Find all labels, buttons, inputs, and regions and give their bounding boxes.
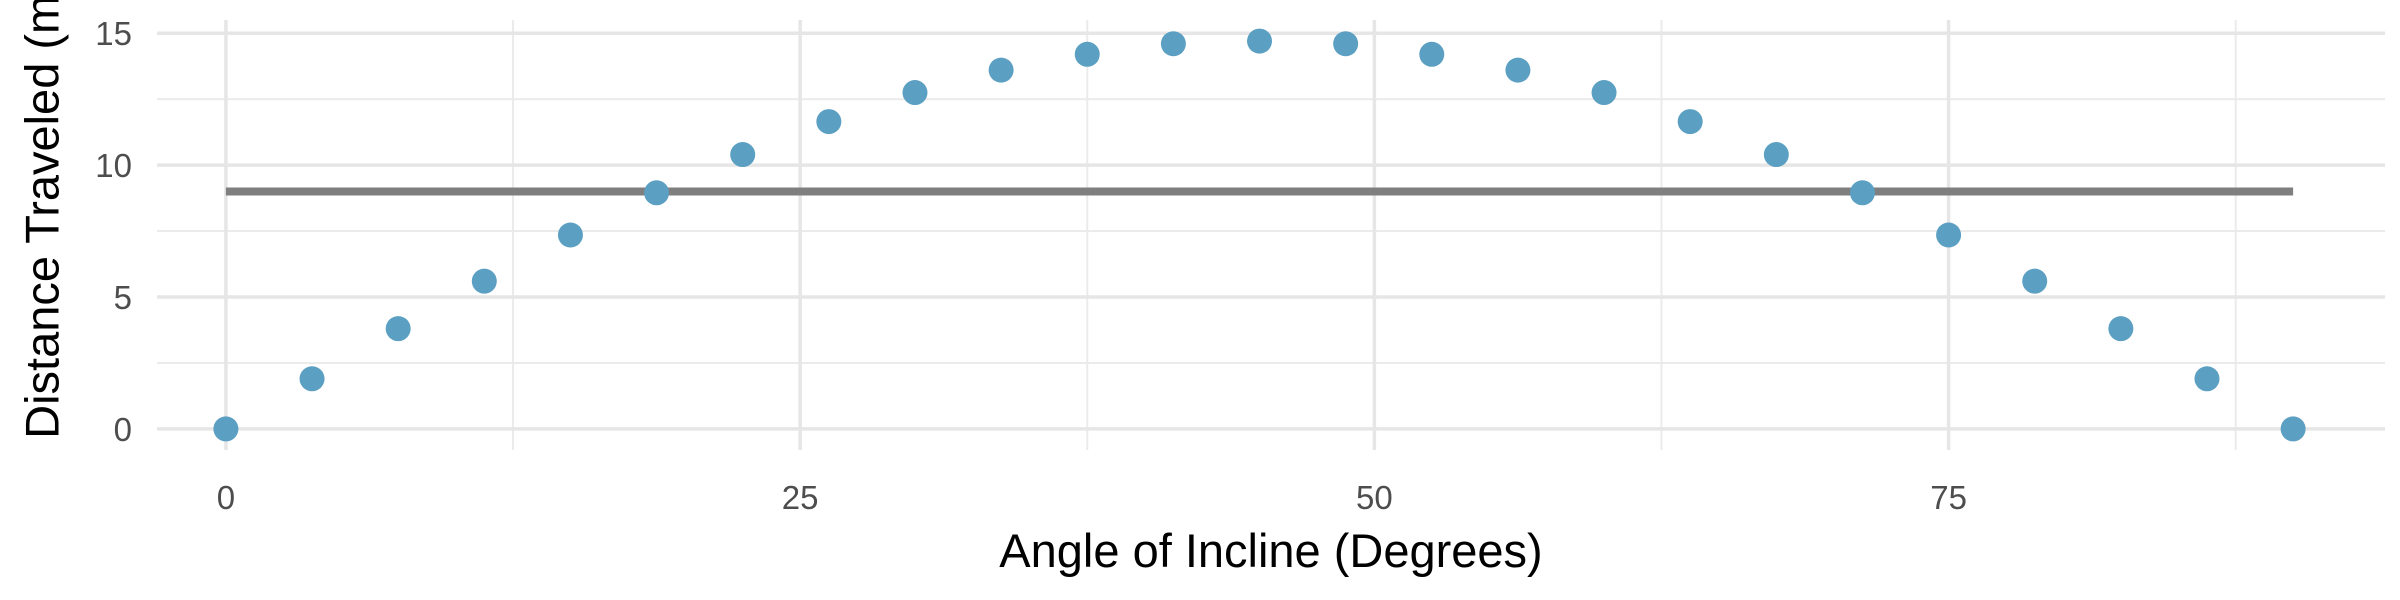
data-point [988,57,1014,83]
data-point [1333,31,1359,57]
data-point [1849,180,1875,206]
y-tick-label: 10 [95,147,132,184]
x-axis-tick-labels: 0 25 50 75 [217,479,1967,516]
x-tick-label: 50 [1356,479,1393,516]
data-point [1160,31,1186,57]
data-point [2280,416,2306,442]
data-point [1591,80,1617,106]
y-tick-label: 5 [114,279,132,316]
data-point [2108,316,2134,342]
major-gridlines [157,20,2385,450]
y-tick-label: 15 [95,15,132,52]
x-axis-title: Angle of Incline (Degrees) [999,524,1542,577]
data-point [1247,28,1273,54]
data-point [2194,366,2220,392]
data-point [816,109,842,135]
x-tick-label: 0 [217,479,235,516]
data-point [644,180,670,206]
data-point [902,80,928,106]
y-tick-label: 0 [114,411,132,448]
data-point [213,416,239,442]
data-point [471,268,497,294]
data-point [557,222,583,248]
data-points [213,28,2306,442]
data-point [730,142,756,168]
data-point [1505,57,1531,83]
data-point [299,366,325,392]
data-point [1074,41,1100,67]
y-axis-tick-labels: 0 5 10 15 [95,15,132,448]
data-point [2022,268,2048,294]
data-point [385,316,411,342]
data-point [1419,41,1445,67]
data-point [1677,109,1703,135]
minor-gridlines [157,20,2385,450]
y-axis-title: Distance Traveled (m) [16,0,69,439]
x-tick-label: 75 [1930,479,1967,516]
data-point [1763,142,1789,168]
data-point [1936,222,1962,248]
x-tick-label: 25 [782,479,819,516]
